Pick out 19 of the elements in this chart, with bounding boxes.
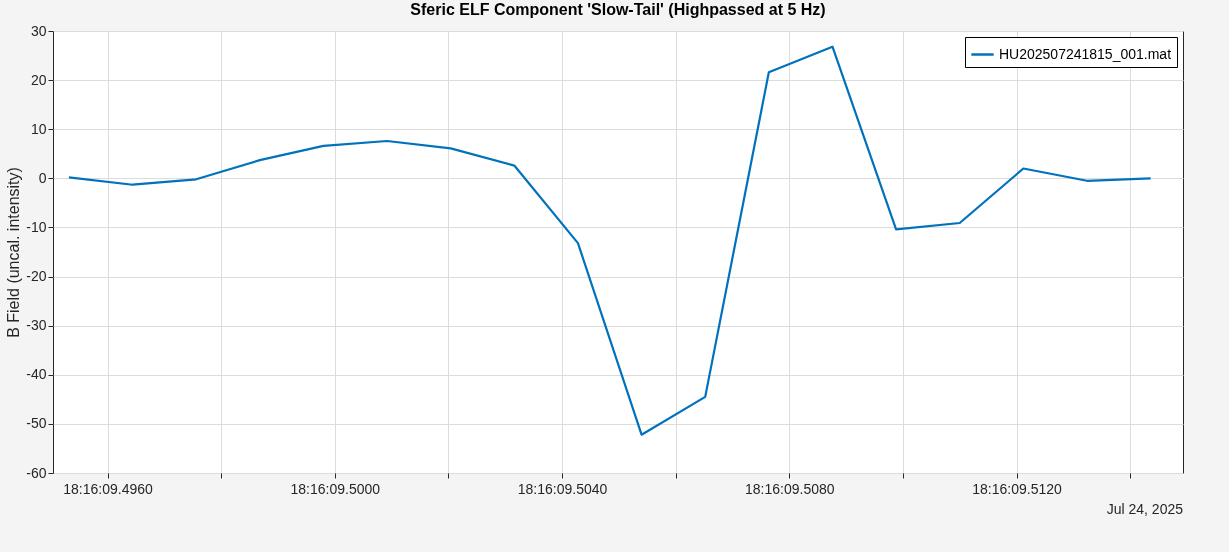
x-tick-label: 18:16:09.5040 — [517, 480, 608, 497]
y-axis-title: B Field (uncal. intensity) — [5, 167, 23, 338]
y-tick-label: -10 — [26, 218, 47, 235]
y-tick-label: -50 — [26, 415, 47, 432]
x-tick-label: 18:16:09.4960 — [63, 480, 154, 497]
y-tick-label: -30 — [26, 317, 47, 334]
x-tick-label: 18:16:09.5080 — [745, 480, 835, 497]
y-tick-label: 20 — [30, 71, 47, 88]
x-tick-label: 18:16:09.5000 — [290, 480, 381, 497]
x-tick-label: 18:16:09.5120 — [972, 480, 1063, 497]
chart-title: Sferic ELF Component 'Slow-Tail' (Highpassed at 5 Hz) — [410, 1, 826, 18]
y-tick-label: 30 — [30, 22, 47, 39]
legend-label: HU202507241815_001.mat — [999, 45, 1172, 62]
y-tick-label: 0 — [38, 169, 47, 186]
y-tick-label: -60 — [26, 464, 47, 481]
y-tick-label: 10 — [30, 120, 47, 137]
y-tick-label: -20 — [26, 268, 47, 285]
text: Jul 24, 2025 — [1106, 501, 1184, 517]
y-tick-label: -40 — [26, 366, 47, 383]
